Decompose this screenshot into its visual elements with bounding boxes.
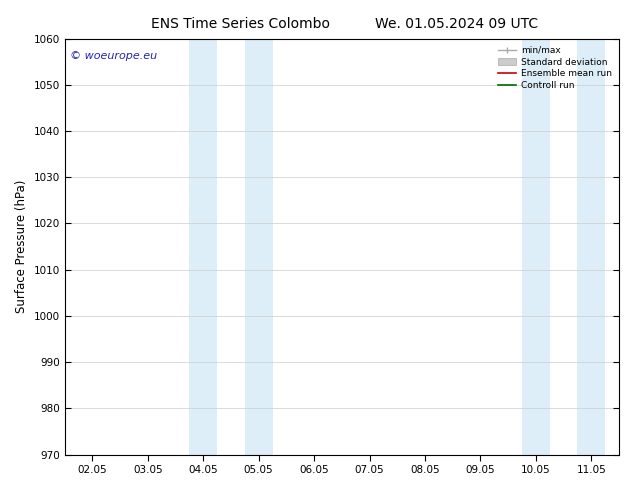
- Bar: [522, 39, 550, 455]
- Bar: [578, 39, 605, 455]
- Text: ENS Time Series Colombo: ENS Time Series Colombo: [152, 17, 330, 31]
- Y-axis label: Surface Pressure (hPa): Surface Pressure (hPa): [15, 180, 28, 313]
- Text: We. 01.05.2024 09 UTC: We. 01.05.2024 09 UTC: [375, 17, 538, 31]
- Legend: min/max, Standard deviation, Ensemble mean run, Controll run: min/max, Standard deviation, Ensemble me…: [496, 43, 614, 93]
- Bar: [190, 39, 217, 455]
- Bar: [245, 39, 273, 455]
- Text: © woeurope.eu: © woeurope.eu: [70, 51, 157, 61]
